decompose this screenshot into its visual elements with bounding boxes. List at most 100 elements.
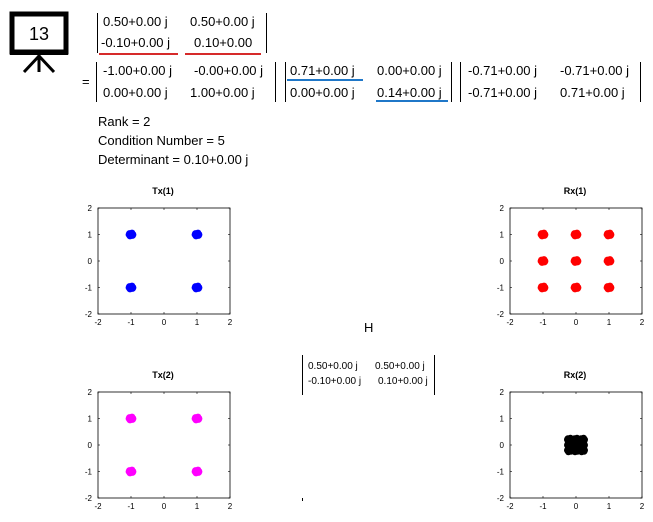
- blue-underline: [376, 100, 448, 102]
- equals-sign: =: [82, 74, 90, 89]
- y-tick-label: 0: [500, 257, 505, 266]
- x-tick-label: 1: [607, 502, 612, 511]
- s-matrix-cell: 0.71+0.00 j: [290, 63, 355, 78]
- top-matrix-cell: -0.10+0.00 j: [101, 35, 171, 50]
- y-tick-label: -2: [85, 494, 93, 503]
- y-tick-label: 1: [500, 231, 505, 240]
- v-matrix-cell: -0.71+0.00 j: [468, 85, 538, 100]
- s-matrix-cell: 0.00+0.00 j: [290, 85, 355, 100]
- plot-title-tx1: Tx(1): [152, 186, 174, 196]
- s-bracket-right: [451, 62, 452, 102]
- data-point: [537, 256, 549, 266]
- x-tick-label: 0: [574, 318, 579, 327]
- x-tick-label: 2: [228, 318, 233, 327]
- plot-frame: [97, 391, 231, 499]
- top-matrix-cell: 0.50+0.00 j: [190, 14, 255, 29]
- y-tick-label: -2: [85, 310, 93, 319]
- red-underline: [185, 53, 261, 55]
- data-point: [191, 229, 203, 240]
- y-tick-label: 0: [88, 441, 93, 450]
- x-tick-label: -2: [506, 502, 514, 511]
- v-matrix-cell: -0.71+0.00 j: [468, 63, 538, 78]
- y-tick-label: -2: [497, 310, 505, 319]
- h-matrix-cell: 0.50+0.00 j: [375, 361, 425, 372]
- y-tick-label: 1: [88, 231, 93, 240]
- top-matrix-cell: 0.50+0.00 j: [103, 14, 168, 29]
- y-tick-label: 2: [500, 388, 505, 397]
- data-point: [125, 282, 137, 293]
- matrix-bracket-right: [266, 13, 267, 53]
- x-tick-label: -2: [94, 318, 102, 327]
- data-point: [125, 466, 137, 477]
- plot-tx2: -2 -1 0 1 2 2 1 0 -1 -2: [85, 388, 233, 511]
- h-matrix-cell: 0.50+0.00 j: [308, 361, 358, 372]
- data-point: [603, 229, 615, 240]
- data-point: [537, 282, 549, 293]
- y-tick-label: 1: [500, 415, 505, 424]
- tick-mark: [302, 498, 303, 501]
- h-label: H: [364, 320, 374, 335]
- plot-rx2: -2 -1 0 1 2 2 1 0 -1 -2: [497, 388, 645, 511]
- u-bracket-left: [96, 62, 97, 102]
- s-matrix-cell: 0.00+0.00 j: [377, 63, 442, 78]
- matrix-bracket-left: [97, 13, 98, 53]
- x-tick-label: -1: [127, 318, 135, 327]
- y-tick-label: 2: [88, 388, 93, 397]
- x-tick-label: 2: [640, 502, 645, 511]
- u-bracket-right: [275, 62, 276, 102]
- condition-number-text: Condition Number = 5: [98, 133, 225, 148]
- x-tick-label: 0: [574, 502, 579, 511]
- determinant-text: Determinant = 0.10+0.00 j: [98, 152, 249, 167]
- x-tick-label: 0: [162, 502, 167, 511]
- u-matrix-cell: -0.00+0.00 j: [194, 63, 264, 78]
- h-matrix-cell: 0.10+0.00 j: [378, 376, 428, 387]
- data-point: [191, 466, 203, 477]
- blue-underline: [287, 79, 363, 81]
- x-tick-label: 1: [195, 502, 200, 511]
- plot-title-rx2: Rx(2): [563, 370, 587, 380]
- v-matrix-cell: 0.71+0.00 j: [560, 85, 625, 100]
- x-tick-label: 2: [640, 318, 645, 327]
- y-tick-label: 1: [88, 415, 93, 424]
- y-tick-label: 2: [500, 204, 505, 213]
- h-bracket-right: [434, 355, 435, 395]
- top-matrix-cell: 0.10+0.00: [194, 35, 253, 50]
- u-matrix-cell: 1.00+0.00 j: [190, 85, 255, 100]
- x-tick-label: -2: [506, 318, 514, 327]
- easel-icon: 13: [9, 11, 69, 74]
- plot-frame: [97, 207, 231, 315]
- x-tick-label: -2: [94, 502, 102, 511]
- u-matrix-cell: -1.00+0.00 j: [103, 63, 173, 78]
- y-tick-label: -1: [497, 468, 505, 477]
- plot-tx1: -2 -1 0 1 2 2 1 0 -1 -2: [85, 204, 233, 327]
- x-tick-label: 2: [228, 502, 233, 511]
- plot-title-tx2: Tx(2): [152, 370, 174, 380]
- y-tick-label: -1: [85, 284, 93, 293]
- s-bracket-left: [285, 62, 286, 102]
- data-point: [191, 282, 203, 293]
- plot-title-rx1: Rx(1): [563, 186, 587, 196]
- data-point: [603, 282, 615, 293]
- v-bracket-left: [460, 62, 461, 102]
- data-point: [537, 229, 549, 240]
- x-tick-label: 1: [195, 318, 200, 327]
- v-bracket-right: [640, 62, 641, 102]
- data-point: [570, 282, 582, 293]
- h-matrix-cell: -0.10+0.00 j: [308, 376, 362, 387]
- slide-number: 13: [29, 24, 49, 44]
- rank-text: Rank = 2: [98, 114, 151, 129]
- u-matrix-cell: 0.00+0.00 j: [103, 85, 168, 100]
- y-tick-label: 0: [500, 441, 505, 450]
- data-point: [570, 229, 582, 240]
- slide-number-icon: 13: [8, 10, 70, 74]
- x-tick-label: -1: [539, 502, 547, 511]
- data-point: [125, 229, 137, 240]
- y-tick-label: 0: [88, 257, 93, 266]
- y-tick-label: -1: [497, 284, 505, 293]
- plot-rx1: -2 -1 0 1 2 2 1 0 -1 -2: [497, 204, 645, 327]
- x-tick-label: 0: [162, 318, 167, 327]
- y-tick-label: 2: [88, 204, 93, 213]
- data-point: [564, 445, 575, 456]
- h-bracket-left: [302, 355, 303, 395]
- y-tick-label: -2: [497, 494, 505, 503]
